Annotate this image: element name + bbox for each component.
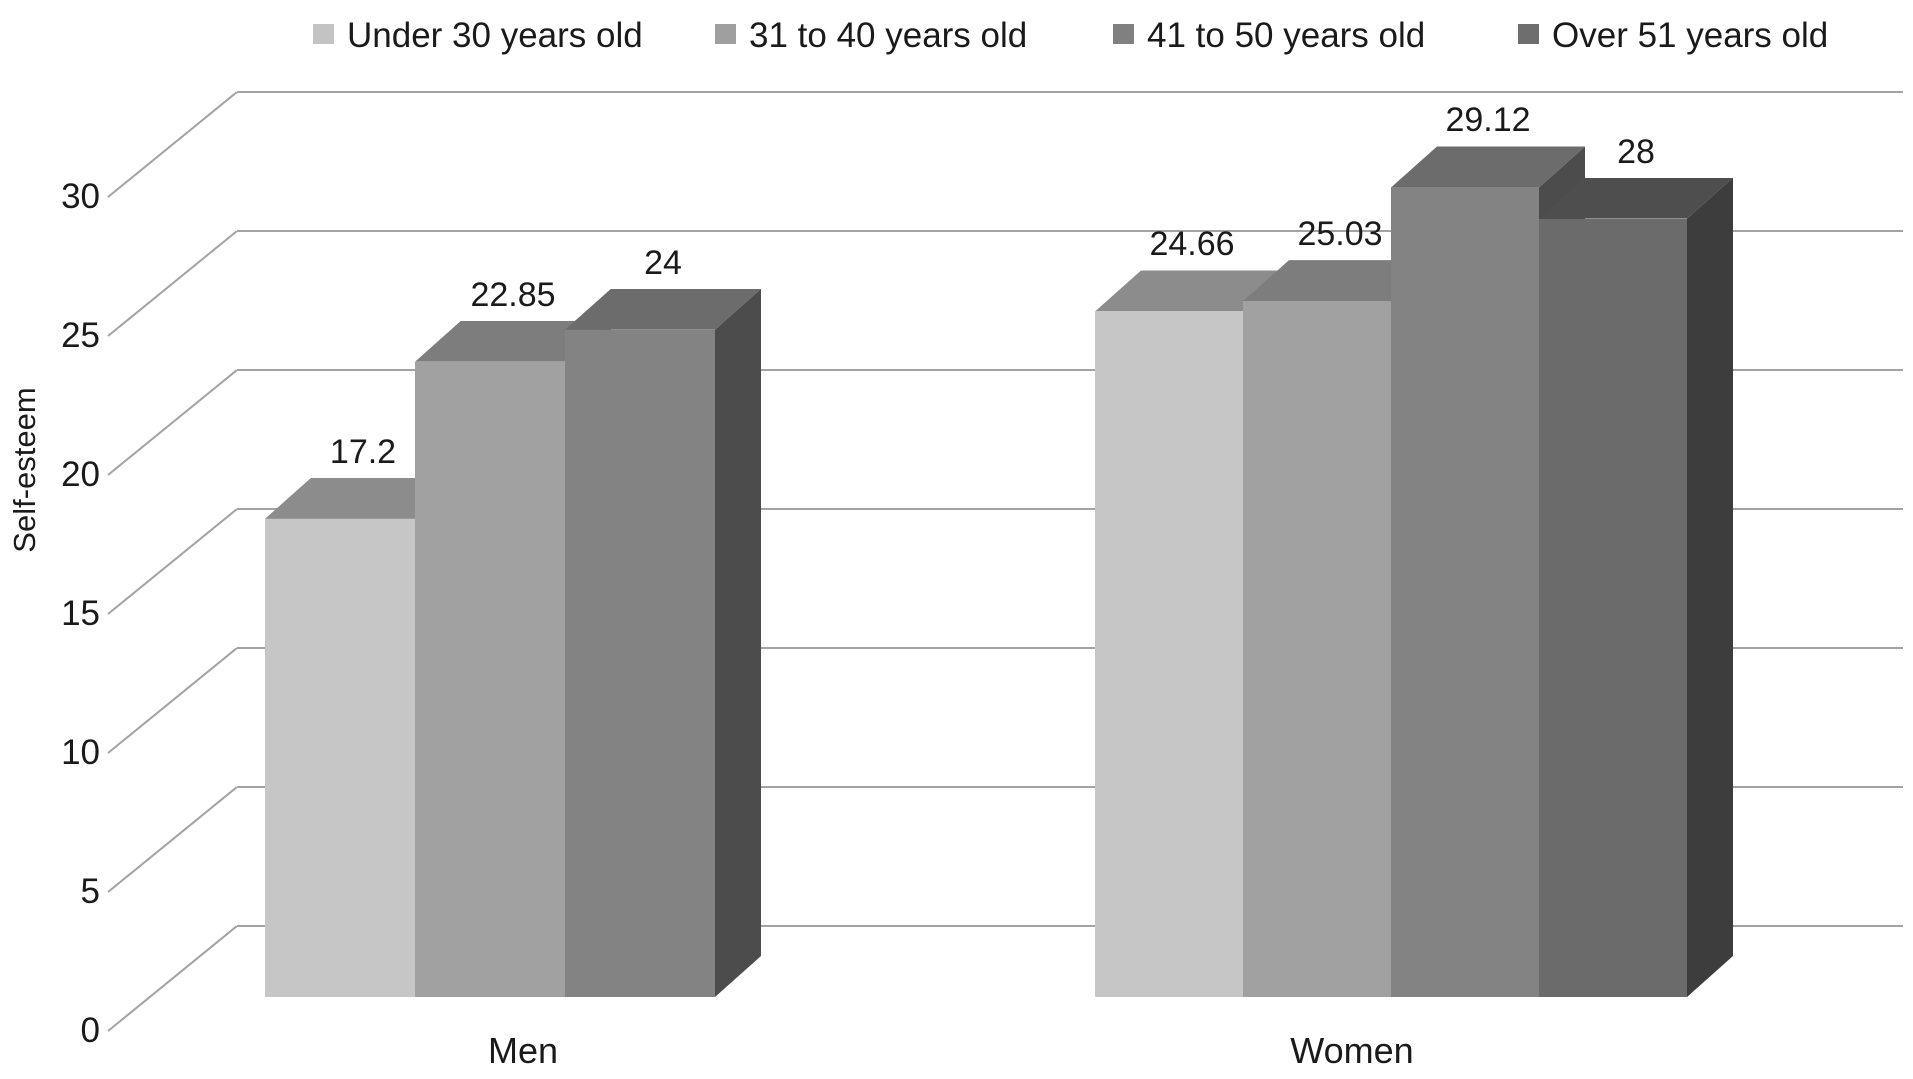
y-tick-label: 25 [61, 316, 100, 355]
bar-value-label: 17.2 [329, 432, 397, 471]
legend-label: 31 to 40 years old [749, 16, 1028, 55]
gridline [237, 508, 1903, 510]
legend-label: Under 30 years old [347, 16, 643, 55]
bar-front [1539, 218, 1687, 997]
gridline [237, 925, 1903, 927]
bar-value-label: 24 [644, 243, 682, 282]
legend-item: 41 to 50 years old [1113, 14, 1425, 58]
legend-label: Over 51 years old [1552, 16, 1829, 55]
gridline [237, 647, 1903, 649]
y-tick-label: 5 [80, 872, 100, 911]
bar-side [1687, 178, 1733, 997]
y-tick-label: 0 [80, 1011, 100, 1050]
bar-side [715, 289, 761, 997]
bar-value-label: 29.12 [1445, 101, 1531, 140]
bar-value-label: 22.85 [470, 275, 556, 314]
bar-front [1391, 187, 1539, 997]
legend-item: Over 51 years old [1518, 14, 1828, 58]
legend-swatch-icon [313, 24, 334, 44]
x-category-label: Women [1290, 1030, 1414, 1071]
bar-front [1243, 301, 1391, 997]
legend-swatch-icon [1518, 24, 1539, 44]
bar-front [265, 518, 415, 997]
bar-front [565, 329, 715, 997]
legend-swatch-icon [715, 24, 736, 44]
y-tick-label: 20 [61, 455, 100, 494]
gridline [237, 786, 1903, 788]
bar-value-label: 24.66 [1149, 225, 1235, 264]
legend-item: Under 30 years old [313, 14, 643, 58]
gridline [237, 230, 1903, 232]
bar-front [1095, 311, 1243, 997]
bar-front [415, 361, 565, 997]
gridline [237, 91, 1903, 93]
bar-value-label: 25.03 [1297, 215, 1383, 254]
legend-label: 41 to 50 years old [1147, 16, 1426, 55]
x-category-label: Men [487, 1030, 559, 1071]
gridline [237, 369, 1903, 371]
legend-item: 31 to 40 years old [715, 14, 1027, 58]
y-tick-label: 30 [61, 177, 100, 216]
bar-value-label: 28 [1617, 132, 1655, 171]
y-tick-label: 15 [61, 594, 100, 633]
y-tick-label: 10 [61, 733, 100, 772]
legend-swatch-icon [1113, 24, 1134, 44]
